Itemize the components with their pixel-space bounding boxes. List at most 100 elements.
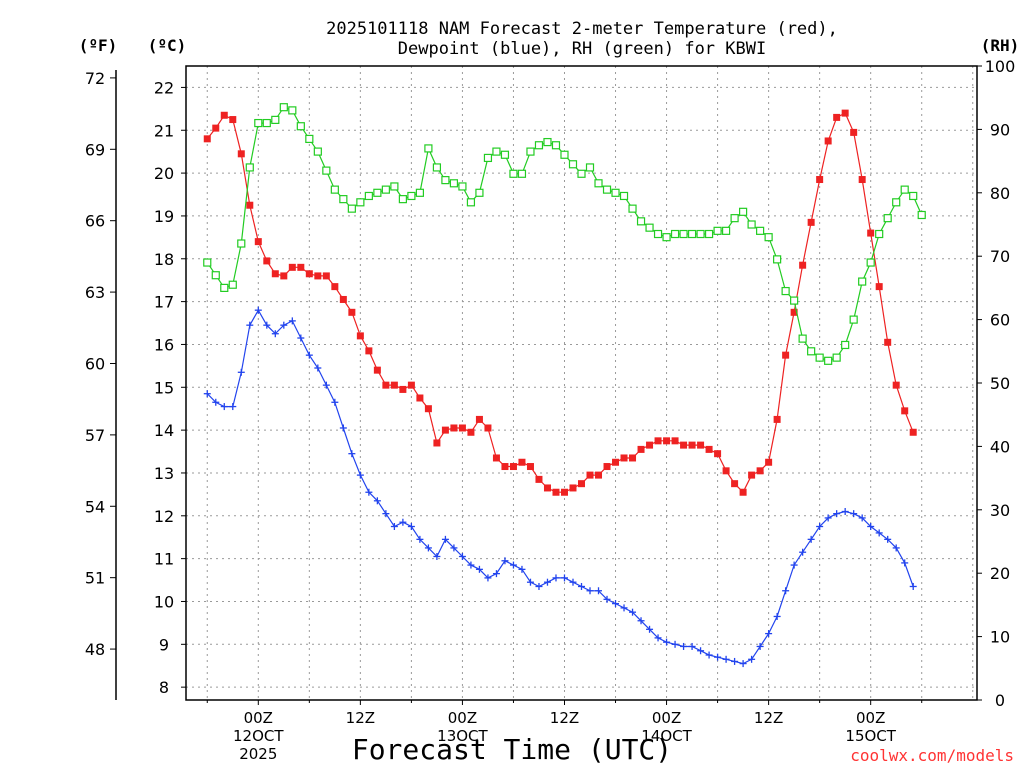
data-point — [492, 454, 500, 462]
celsius-tick-label: 9 — [159, 635, 169, 654]
rh-tick-label: 40 — [990, 437, 1010, 456]
data-point — [884, 338, 892, 346]
data-point — [663, 638, 671, 646]
data-point — [680, 642, 688, 650]
data-point — [280, 272, 288, 280]
data-series — [203, 103, 926, 668]
series-dewpoint — [203, 306, 917, 668]
data-point — [629, 454, 637, 462]
data-point — [764, 233, 773, 242]
data-point — [458, 182, 467, 191]
data-point — [424, 544, 432, 552]
data-point — [662, 233, 671, 242]
data-point — [339, 195, 348, 204]
data-point — [416, 394, 424, 402]
data-point — [314, 364, 322, 372]
data-point — [653, 229, 663, 239]
data-point — [475, 415, 483, 423]
data-point — [212, 398, 220, 406]
data-point — [867, 229, 875, 237]
celsius-tick-label: 8 — [159, 678, 169, 697]
data-point — [654, 634, 662, 642]
x-tick-label: 12Z — [346, 709, 375, 727]
data-point — [798, 334, 807, 343]
rh-tick-label: 50 — [990, 374, 1010, 393]
data-point — [782, 351, 790, 359]
data-point — [612, 458, 620, 466]
data-point — [858, 514, 866, 522]
data-point — [526, 463, 534, 471]
data-point — [356, 471, 364, 479]
data-point — [288, 263, 296, 271]
data-point — [586, 471, 594, 479]
data-point — [424, 144, 433, 153]
data-point — [756, 467, 764, 475]
data-point — [433, 439, 441, 447]
data-point — [850, 510, 858, 518]
rh-tick-label: 70 — [990, 247, 1010, 266]
data-point — [373, 188, 382, 197]
celsius-tick-label: 19 — [154, 207, 174, 226]
data-point — [687, 229, 697, 239]
data-point — [390, 381, 398, 389]
data-point — [756, 226, 765, 235]
series-line — [206, 308, 914, 665]
data-point — [841, 340, 850, 350]
data-point — [534, 141, 544, 150]
data-point — [296, 122, 305, 131]
data-point — [654, 437, 662, 445]
x-tick-label: 2025 — [239, 745, 277, 763]
data-point — [441, 426, 449, 434]
data-point — [832, 353, 841, 362]
data-point — [203, 390, 211, 398]
data-point — [603, 595, 611, 603]
data-point — [424, 405, 432, 413]
data-point — [237, 368, 245, 376]
data-point — [348, 308, 356, 316]
data-point — [620, 454, 628, 462]
data-point — [398, 195, 407, 204]
data-point — [399, 385, 407, 393]
celsius-tick-label: 17 — [154, 293, 174, 312]
data-point — [697, 647, 705, 655]
data-point — [670, 229, 680, 239]
data-point — [484, 574, 492, 582]
data-point — [526, 578, 534, 586]
x-tick-label: 14OCT — [641, 727, 692, 745]
data-point — [279, 103, 288, 112]
credit-text[interactable]: coolwx.com/models — [850, 746, 1014, 765]
data-point — [271, 330, 279, 338]
data-point — [543, 578, 551, 586]
data-point — [568, 160, 578, 169]
data-point — [373, 366, 381, 374]
rh-tick-label: 30 — [990, 501, 1010, 520]
series-line — [206, 112, 914, 494]
data-point — [858, 277, 867, 286]
data-point — [892, 381, 900, 389]
data-point — [671, 437, 679, 445]
data-point — [781, 286, 790, 296]
data-point — [578, 480, 585, 488]
celsius-tick-label: 20 — [154, 164, 174, 183]
data-point — [211, 271, 220, 280]
data-point — [696, 229, 705, 239]
data-point — [271, 115, 280, 124]
data-point — [697, 441, 705, 449]
data-point — [322, 381, 330, 389]
data-point — [432, 163, 442, 172]
data-point — [407, 381, 415, 389]
data-point — [602, 185, 612, 194]
data-point — [356, 332, 364, 340]
celsius-tick-label: 15 — [154, 378, 174, 397]
data-point — [364, 191, 373, 201]
data-point — [475, 188, 484, 197]
celsius-tick-label: 16 — [154, 335, 174, 354]
data-point — [501, 557, 509, 565]
data-point — [705, 651, 713, 659]
data-point — [314, 272, 322, 280]
data-point — [901, 559, 909, 567]
data-point — [254, 306, 262, 314]
grid-lines — [186, 66, 977, 700]
data-point — [688, 441, 696, 449]
